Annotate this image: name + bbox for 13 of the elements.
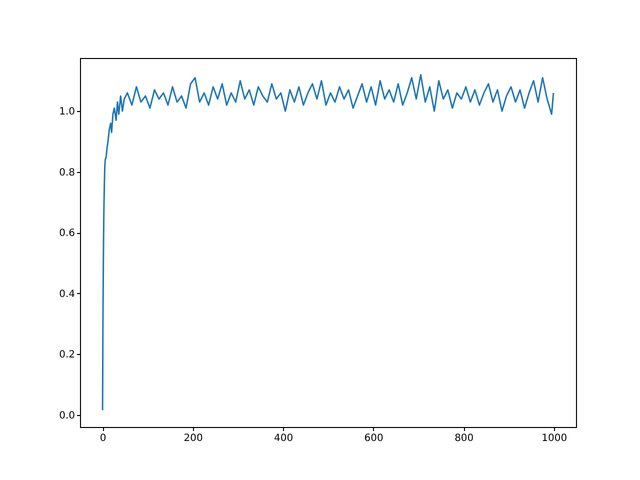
x-tick-label: 0 [100, 433, 106, 444]
x-tick-label: 1000 [542, 433, 568, 444]
y-tick-label: 0.8 [59, 167, 75, 178]
line-series [102, 74, 554, 412]
y-tick-label: 0.0 [59, 410, 75, 422]
x-tick-label: 200 [184, 433, 203, 444]
x-tick-label: 800 [454, 433, 474, 444]
y-tick-label: 0.6 [59, 228, 75, 240]
y-tick-label: 0.2 [59, 350, 75, 361]
x-tick-label: 600 [364, 433, 384, 444]
y-tick-label: 0.4 [59, 288, 75, 300]
x-tick-label: 400 [274, 433, 294, 444]
y-tick-label: 1.0 [59, 106, 75, 118]
